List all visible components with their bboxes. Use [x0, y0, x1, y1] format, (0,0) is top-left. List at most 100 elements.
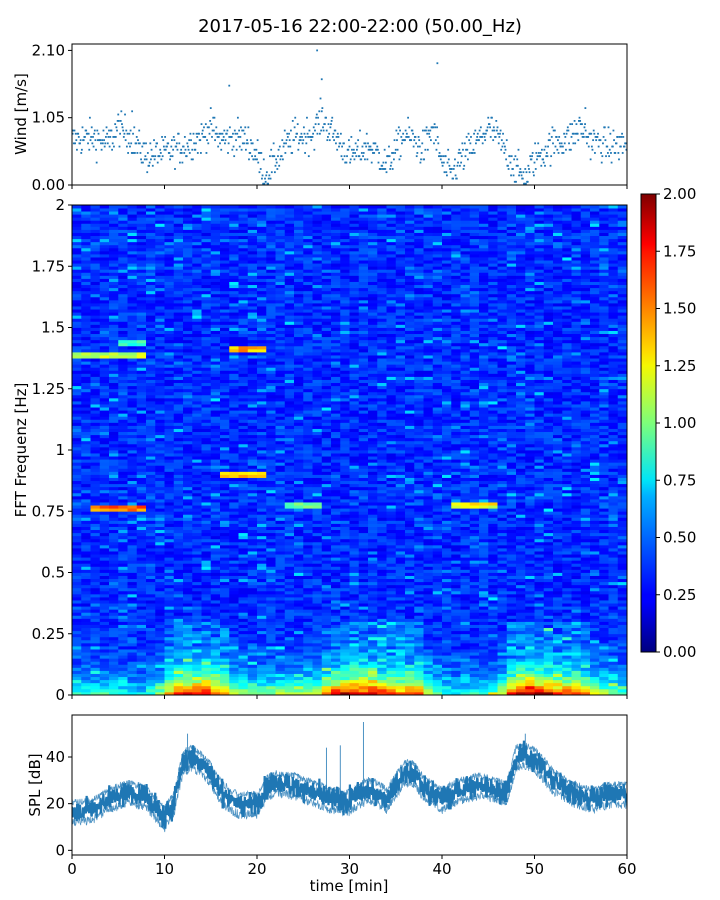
spectrogram-cell [247, 691, 258, 695]
spectrogram-cell [562, 664, 572, 668]
spectrogram-cell [386, 612, 397, 616]
spectrogram-cell [294, 688, 304, 693]
wind-point [326, 139, 329, 142]
spectrogram-cell [553, 489, 563, 494]
spectrogram-cell [146, 514, 156, 518]
spectrogram-cell [266, 532, 276, 537]
spectrogram-cell [146, 597, 156, 601]
spectrogram-cell [562, 514, 572, 518]
spectrogram-cell [451, 618, 461, 622]
spectrogram-cell [469, 658, 480, 662]
spectrogram-cell [358, 535, 369, 540]
spectrogram-cell [127, 612, 138, 616]
spectrogram-cell [303, 578, 313, 583]
spectrogram-cell [155, 612, 165, 616]
spectrogram-cell [340, 633, 350, 638]
spectrogram-cell [90, 548, 101, 552]
spectrogram-cell [414, 529, 424, 534]
spectrogram-cell [146, 560, 156, 564]
spectrogram-cell [590, 590, 600, 595]
spectrogram-cell [349, 612, 360, 616]
spectrogram-cell [118, 514, 128, 518]
spectrogram-cell [247, 682, 258, 687]
wind-point [77, 132, 80, 135]
spectrogram-cell [201, 572, 212, 576]
wind-point [314, 123, 317, 126]
spectrogram-cell [266, 560, 276, 564]
wind-point [89, 139, 92, 142]
spectrogram-cell [331, 658, 341, 662]
spectrogram-cell [220, 615, 230, 619]
spectrogram-cell [164, 612, 175, 616]
spectrogram-cell [516, 600, 526, 604]
wind-point [450, 168, 453, 170]
spectrogram-cell [266, 554, 276, 558]
wind-point [481, 136, 483, 138]
spectrogram-cell [460, 544, 471, 549]
spectrogram-cell [543, 508, 554, 512]
spectrogram-cell [386, 541, 397, 546]
spectrogram-cell [303, 612, 313, 616]
spectrogram-cell [229, 557, 239, 561]
spectrogram-cell [164, 502, 175, 506]
wind-point [135, 142, 138, 145]
spectrogram-cell [210, 514, 221, 518]
spectrogram-cell [303, 554, 313, 558]
spectrogram-cell [340, 554, 350, 558]
spectrogram-cell [257, 523, 267, 527]
spectrogram-cell [432, 495, 443, 500]
spectrogram-cell [469, 523, 480, 527]
wind-point [519, 168, 522, 170]
spectrogram-cell [414, 560, 424, 564]
spectrogram-cell [247, 618, 258, 622]
wind-point [579, 123, 582, 126]
spectrogram-cell [368, 600, 378, 604]
spectrogram-cell [497, 581, 508, 586]
spectrogram-cell [469, 587, 480, 592]
spectrogram-cell [442, 649, 452, 653]
spectrogram-cell [617, 618, 627, 622]
spectrogram-cell [451, 551, 461, 555]
wind-point [486, 129, 488, 132]
spectrogram-cell [368, 502, 378, 506]
wind-point [555, 136, 558, 138]
spectrogram-cell [497, 566, 508, 570]
spectrogram-cell [164, 593, 175, 598]
spectrogram-cell [423, 639, 434, 644]
spectrogram-cell [349, 499, 360, 503]
wind-point [100, 142, 102, 145]
wind-point [370, 161, 373, 164]
spectrogram-cell [201, 486, 212, 491]
spectrogram-cell [377, 612, 387, 616]
wind-point [193, 142, 195, 145]
wind-point [389, 164, 392, 167]
spectrogram-cell [469, 514, 480, 518]
spectrogram-cell [386, 590, 397, 595]
spectrogram-cell [562, 551, 572, 555]
spectrogram-cell [506, 603, 517, 607]
spectrogram-cell [423, 526, 434, 531]
wind-point [424, 148, 427, 151]
spectrogram-cell [136, 655, 147, 659]
wind-point [434, 126, 437, 129]
spectrogram-cell [257, 633, 267, 638]
wind-point [164, 136, 167, 138]
spectrogram-cell [451, 514, 461, 518]
spectrogram-cell [414, 520, 424, 524]
spectrogram-cell [266, 541, 276, 546]
spectrogram-cell [506, 529, 517, 534]
spectrogram-cell [479, 502, 489, 506]
spectrogram-cell [525, 535, 535, 540]
spectrogram-cell [321, 532, 332, 537]
spectrogram-cell [72, 526, 82, 531]
spectrogram-cell [155, 600, 165, 604]
wind-point [201, 129, 204, 132]
spectrogram-cell [210, 590, 221, 595]
wind-point [156, 161, 159, 164]
spectrogram-cell [617, 670, 627, 674]
spectrogram-cell [571, 597, 582, 601]
wind-point [182, 145, 185, 148]
spectrogram-cell [201, 554, 212, 558]
spectrogram-cell [358, 682, 369, 687]
spectrogram-cell [127, 649, 138, 653]
